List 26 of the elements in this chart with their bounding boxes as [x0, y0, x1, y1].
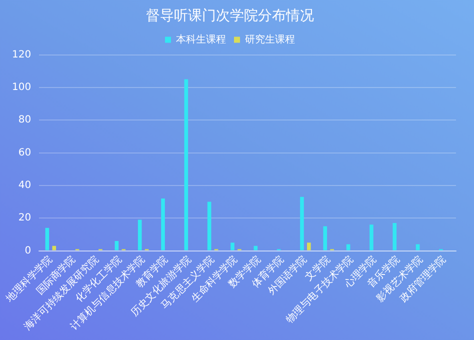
bar	[416, 244, 420, 250]
bar	[207, 202, 212, 250]
bar	[184, 79, 188, 250]
bar	[323, 226, 328, 250]
y-tick-label: 20	[18, 212, 32, 224]
y-tick-label: 100	[12, 82, 32, 94]
y-tick-label: 60	[18, 147, 32, 158]
bar	[254, 246, 258, 250]
bar	[52, 246, 56, 250]
y-tick-label: 0	[24, 245, 32, 256]
bar	[370, 224, 374, 250]
bar	[114, 241, 119, 250]
y-tick-label: 120	[12, 49, 32, 60]
y-tick-label: 40	[18, 180, 32, 192]
bar	[346, 244, 350, 250]
bar	[230, 242, 234, 250]
bar	[161, 198, 165, 250]
bar	[45, 228, 50, 250]
bar	[307, 242, 311, 250]
bar	[392, 223, 397, 250]
bar	[138, 220, 142, 250]
chart-title: 督导听课门次学院分布情况	[146, 8, 314, 24]
bar	[300, 196, 304, 250]
legend-label: 研究生课程	[245, 33, 295, 46]
y-tick-label: 80	[18, 114, 32, 126]
legend-label: 本科生课程	[176, 33, 226, 46]
